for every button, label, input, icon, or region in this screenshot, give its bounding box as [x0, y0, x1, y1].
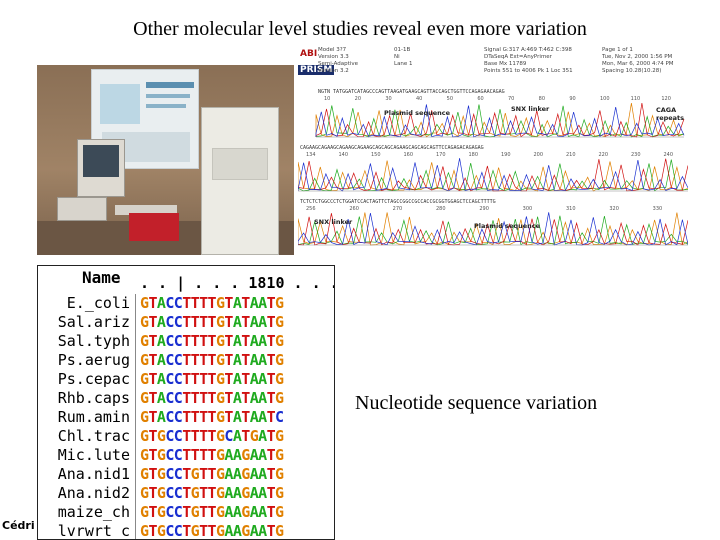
chromatogram-tick-label: 280: [436, 206, 446, 212]
chromatogram-trace: [298, 158, 688, 192]
chromatogram-trace: [315, 102, 685, 138]
chromatogram-sequence-row: CAGAAGCAGAAGCAGAAGCAGAAGCAGCAGCAGAAGCAGC…: [300, 145, 484, 151]
alignment-row-sequence: GTGCCTTTTGAAGAATG: [140, 446, 284, 464]
chromatogram-tick-label: 170: [436, 152, 446, 158]
alignment-row-sequence: GTGCCTTTTGCATGATG: [140, 427, 284, 445]
chromatogram-tick-label: 220: [599, 152, 609, 158]
chromatogram-tick-label: 210: [566, 152, 576, 158]
red-box: [129, 213, 179, 241]
chromatogram-tick-label: 140: [339, 152, 349, 158]
label-snx-linker-2: SNX linker: [314, 218, 353, 226]
chromatogram-tick-label: 240: [664, 152, 674, 158]
chromatogram-tick-label: 330: [653, 206, 663, 212]
alignment-row-name: Ps.aerug: [57, 351, 130, 369]
alignment-row-sequence: GTACCTTTTGTATAATG: [140, 332, 284, 350]
alignment-row-sequence: GTACCTTTTGTATAATG: [140, 294, 284, 312]
alignment-row-sequence: GTGCCTGTTGAAGAATG: [140, 503, 284, 521]
nucleotide-variation-caption: Nucleotide sequence variation: [355, 392, 598, 414]
chromatogram-tick-label: 256: [306, 206, 316, 212]
chromatogram-tick-label: 60: [477, 96, 483, 102]
chromatogram-tick-label: 190: [501, 152, 511, 158]
chrom-meta-left: Model 3?7 Version 3.3 Semi-Adaptive Vers…: [318, 47, 358, 74]
chromatogram-tick-label: 290: [479, 206, 489, 212]
alignment-header-name: Name: [82, 268, 121, 287]
sequencer-lab-photo: [37, 65, 294, 255]
chromatogram-tick-label: 30: [385, 96, 391, 102]
chrom-meta-right: Signal G:317 A:469 T:462 C:398 DTaSeqA E…: [484, 47, 573, 74]
alignment-row-name: lvrwrt_c: [57, 522, 130, 540]
alignment-row-name: Ana.nid1: [57, 465, 130, 483]
chromatogram-tick-label: 10: [324, 96, 330, 102]
chromatogram-sequence-row: NGTN TATGGATCATAGCCCAGTTAAGATGAAGCAGTTAC…: [318, 89, 505, 95]
alignment-row-sequence: GTACCTTTTGTATAATC: [140, 408, 284, 426]
chrom-meta-mid: 01-1B Ni Lane 1: [394, 47, 413, 67]
slide-title: Other molecular level studies reveal eve…: [133, 18, 587, 40]
dna-sequencer-machine: [201, 107, 279, 255]
alignment-row-name: Sal.typh: [57, 332, 130, 350]
chromatogram-tick-label: 270: [393, 206, 403, 212]
label-caga-repeats: CAGA repeats: [656, 106, 685, 122]
alignment-row-name: Mic.lute: [57, 446, 130, 464]
alignment-row-name: Ana.nid2: [57, 484, 130, 502]
credit-text: Cédri: [2, 519, 35, 532]
chromatogram-tick-label: 160: [404, 152, 414, 158]
chromatogram-tick-label: 50: [447, 96, 453, 102]
alignment-row-name: Sal.ariz: [57, 313, 130, 331]
alignment-row-name: Rum.amin: [57, 408, 130, 426]
label-plasmid-sequence-1: Plasmid sequence: [384, 109, 451, 117]
chromatogram-tick-label: 180: [469, 152, 479, 158]
alignment-row-sequence: GTACCTTTTGTATAATG: [140, 370, 284, 388]
chromatogram-tick-label: 230: [631, 152, 641, 158]
chromatogram-trace: [298, 160, 688, 192]
chromatogram-trace: [315, 104, 685, 138]
abi-logo: ABI: [300, 49, 318, 59]
chromatogram-tick-label: 260: [349, 206, 359, 212]
alignment-row-sequence: GTACCTTTTGTATAATG: [140, 351, 284, 369]
sequence-alignment: Name . . | . . . 1810 . . . | . . . 18 E…: [37, 265, 335, 540]
prism-logo: PRISM: [298, 65, 335, 75]
chromatogram-tick-label: 320: [609, 206, 619, 212]
alignment-row-sequence: GTACCTTTTGTATAATG: [140, 389, 284, 407]
keyboard: [115, 205, 177, 215]
alignment-row-name: Ps.cepac: [57, 370, 130, 388]
alignment-position-ruler: . . | . . . 1810 . . . | . . . 18: [140, 274, 334, 292]
computer-monitor: [77, 139, 125, 197]
chromatogram-tick-label: 120: [661, 96, 671, 102]
alignment-row-sequence: GTGCCTGTTGAAGAATG: [140, 484, 284, 502]
alignment-sequence-column: GTACCTTTTGTATAATG GTACCTTTTGTATAATG GTACCT…: [135, 294, 334, 540]
chromatogram-tick-label: 20: [355, 96, 361, 102]
chromatogram-trace: [298, 159, 688, 192]
alignment-name-column: E._coli Sal.ariz Sal.typh Ps.aerug Ps.cepac R…: [38, 294, 130, 540]
alignment-row-sequence: GTGCCTGTTGAAGAATG: [140, 465, 284, 483]
chromatogram-tick-label: 90: [569, 96, 575, 102]
sequencing-chromatogram: ABI PRISM Model 3?7 Version 3.3 Semi-Ada…: [298, 47, 688, 255]
alignment-row-name: Chl.trac: [57, 427, 130, 445]
chromatogram-trace: [298, 215, 688, 246]
chromatogram-trace: [298, 158, 688, 192]
computer-tower: [57, 197, 107, 221]
chromatogram-tick-label: 110: [631, 96, 641, 102]
chrom-meta-far: Page 1 of 1 Tue, Nov 2, 2000 1:56 PM Mon…: [602, 47, 674, 74]
label-plasmid-sequence-2: Plasmid sequence: [474, 222, 541, 230]
chromatogram-tick-label: 134: [306, 152, 316, 158]
chromatogram-tick-label: 70: [508, 96, 514, 102]
chromatogram-tick-label: 200: [534, 152, 544, 158]
alignment-row-sequence: GTGCCTGTTGAAGAATG: [140, 522, 284, 540]
chromatogram-trace: [298, 212, 688, 246]
alignment-row-sequence: GTACCTTTTGTATAATG: [140, 313, 284, 331]
chromatogram-tick-label: 150: [371, 152, 381, 158]
alignment-row-name: E._coli: [66, 294, 130, 312]
chromatogram-tick-label: 100: [600, 96, 610, 102]
chromatogram-tick-label: 310: [566, 206, 576, 212]
chromatogram-tick-label: 80: [539, 96, 545, 102]
label-snx-linker-1: SNX linker: [511, 105, 550, 113]
chromatogram-tick-label: 300: [523, 206, 533, 212]
chromatogram-trace: [298, 213, 688, 246]
alignment-row-name: maize_ch: [57, 503, 130, 521]
chromatogram-traces: NGTN TATGGATCATAGCCCAGTTAAGATGAAGCAGTTAC…: [298, 89, 688, 246]
alignment-row-name: Rhb.caps: [57, 389, 130, 407]
chromatogram-sequence-row: TCTCTCTGGCCCTCTGGATCCACTAGTTCTAGCCGGCCGC…: [300, 199, 496, 205]
chromatogram-tick-label: 40: [416, 96, 422, 102]
